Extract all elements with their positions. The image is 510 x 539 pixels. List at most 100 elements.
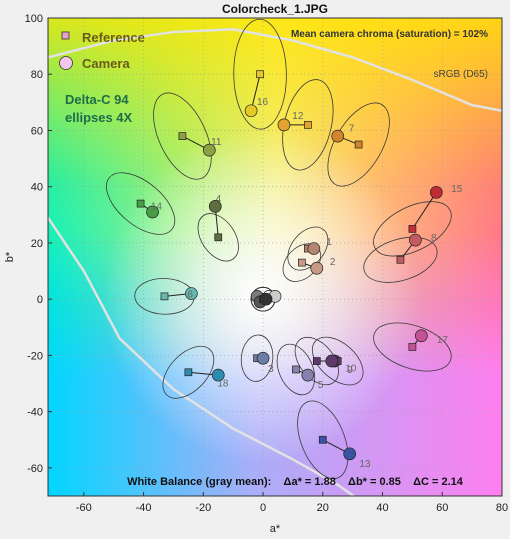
ellipse-10 <box>311 336 364 386</box>
patch-label-5: 5 <box>318 380 324 391</box>
patch-label-4: 4 <box>216 194 222 205</box>
camera-marker-B <box>259 292 273 306</box>
patch-label-7: 7 <box>349 123 355 134</box>
camera-marker-17 <box>415 329 428 343</box>
camera-marker-18 <box>211 368 225 382</box>
ellipse-8 <box>363 236 438 283</box>
chart-title: Colorcheck_1.JPG <box>222 2 328 16</box>
delta-c-label-line1: Delta-C 94 <box>65 92 129 107</box>
reference-marker-5 <box>292 365 300 374</box>
camera-marker-13 <box>343 447 357 461</box>
camera-marker-16 <box>244 104 258 118</box>
y-tick-label: 80 <box>31 69 43 81</box>
patch-label-17: 17 <box>437 335 449 346</box>
patch-label-2: 2 <box>330 257 336 268</box>
x-tick-label: 0 <box>260 502 266 514</box>
x-tick-label: 80 <box>496 502 508 514</box>
reference-marker-12 <box>304 120 312 129</box>
y-tick-label: 20 <box>31 238 43 250</box>
patch-label-13: 13 <box>359 459 371 470</box>
patch-label-14: 14 <box>151 202 163 213</box>
camera-marker-4 <box>208 200 222 213</box>
axis-ticks: -60 -40 -20 0 20 40 60 80 -60 -40 -20 0 20 40 60 80 100 <box>25 13 508 514</box>
x-tick-label: -20 <box>195 502 211 514</box>
camera-marker-12 <box>277 118 291 132</box>
camera-marker-10 <box>325 354 339 368</box>
legend-reference-label: Reference <box>82 30 145 45</box>
camera-marker-6 <box>185 287 198 300</box>
x-tick-label: 60 <box>436 502 448 514</box>
ellipse-11 <box>153 92 212 180</box>
ellipse-16 <box>233 18 287 130</box>
camera-marker-3 <box>256 351 270 365</box>
y-tick-label: -60 <box>27 463 43 475</box>
camera-marker-8 <box>409 233 422 247</box>
reference-marker-4 <box>214 233 223 242</box>
ellipse-14 <box>106 172 176 235</box>
plot-frame <box>47 17 503 497</box>
y-tick-label: 0 <box>37 294 43 306</box>
y-tick-label: -40 <box>27 407 43 419</box>
camera-marker-7 <box>331 129 345 143</box>
link-15 <box>411 192 437 230</box>
patch-label-8: 8 <box>431 233 437 244</box>
legend-reference-marker <box>61 31 70 40</box>
chroma-annotation: Mean camera chroma (saturation) = 102% <box>291 29 488 40</box>
srgb-gamut-boundary <box>48 27 502 496</box>
camera-marker-2 <box>310 261 324 275</box>
x-tick-label: -60 <box>76 502 92 514</box>
gamut-curve <box>48 216 356 496</box>
camera-marker-5 <box>301 368 315 382</box>
patch-label-16: 16 <box>257 97 269 108</box>
reference-marker-8 <box>396 255 405 264</box>
reference-marker-15 <box>408 225 417 233</box>
camera-marker-11 <box>202 143 216 157</box>
y-tick-label: 40 <box>31 182 43 194</box>
patch-label-15: 15 <box>451 184 463 195</box>
reference-marker-17 <box>408 343 417 351</box>
ellipse-4 <box>197 213 239 262</box>
ellipse-18 <box>162 345 215 399</box>
y-tick-label: 100 <box>25 13 43 25</box>
reference-marker-16 <box>256 70 264 79</box>
camera-marker-1 <box>307 242 321 255</box>
ellipse-17 <box>373 322 452 372</box>
patch-label-6: 6 <box>187 289 193 300</box>
ellipse-15 <box>373 201 452 257</box>
reference-marker-9 <box>312 357 321 365</box>
white-balance-annotation: White Balance (gray mean): Δa* = 1.88 Δb… <box>127 476 464 488</box>
patch-label-11: 11 <box>211 137 222 148</box>
color-gamut-background <box>48 18 502 496</box>
legend-camera-marker <box>59 56 73 70</box>
reference-marker-6 <box>160 292 169 301</box>
patch-label-9: 9 <box>347 365 353 376</box>
x-axis-label: a* <box>270 523 281 535</box>
patch-label-10: 10 <box>345 364 357 375</box>
x-tick-label: 40 <box>376 502 388 514</box>
patch-label-1: 1 <box>326 237 332 248</box>
reference-marker-14 <box>136 199 145 208</box>
y-axis-label: b* <box>4 251 16 262</box>
ellipse-13 <box>297 400 349 479</box>
patch-label-12: 12 <box>292 111 304 122</box>
camera-marker-15 <box>429 185 443 199</box>
reference-marker-11 <box>178 132 187 140</box>
legend: Reference Camera <box>59 30 145 71</box>
y-tick-label: 60 <box>31 125 43 137</box>
delta-c-label-line2: ellipses 4X <box>65 110 133 125</box>
gamut-curve <box>48 27 502 113</box>
ellipse-3 <box>240 334 274 382</box>
reference-marker-7 <box>354 140 363 149</box>
reference-marker-13 <box>318 435 327 444</box>
camera-marker-14 <box>146 205 159 219</box>
gamut-label: sRGB (D65) <box>434 69 488 80</box>
x-tick-label: 20 <box>317 502 329 514</box>
y-tick-label: -20 <box>27 350 43 362</box>
reference-marker-18 <box>184 368 193 377</box>
legend-camera-label: Camera <box>82 56 130 71</box>
ellipse-5 <box>276 343 316 396</box>
x-tick-label: -40 <box>136 502 152 514</box>
patch-label-3: 3 <box>268 364 274 375</box>
